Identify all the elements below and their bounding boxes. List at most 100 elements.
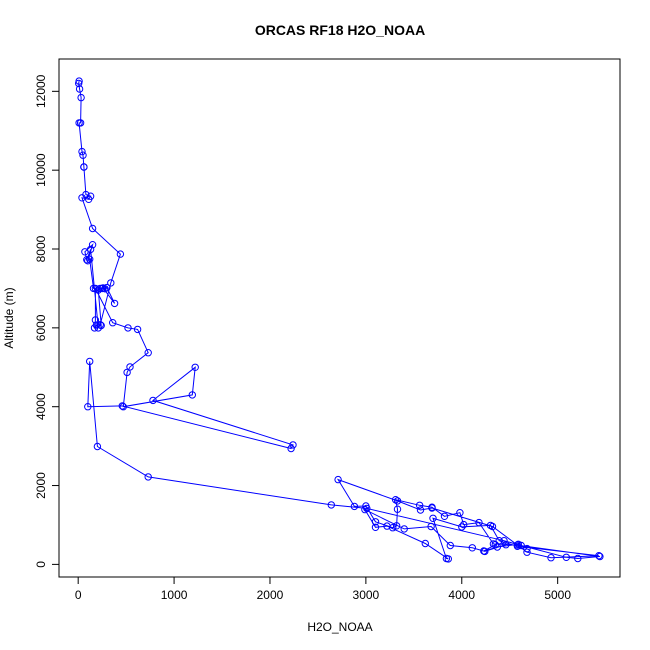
data-point bbox=[75, 79, 83, 88]
data-point bbox=[133, 325, 142, 334]
data-point bbox=[361, 505, 369, 514]
y-tick-label: 0 bbox=[34, 561, 48, 568]
x-tick-label: 4000 bbox=[448, 588, 475, 602]
data-point bbox=[523, 544, 531, 553]
data-point bbox=[334, 475, 342, 484]
data-point bbox=[116, 250, 125, 258]
data-point bbox=[400, 525, 408, 533]
data-point bbox=[81, 248, 89, 256]
data-point bbox=[84, 257, 92, 265]
data-point bbox=[124, 324, 132, 332]
data-point bbox=[502, 541, 510, 549]
data-point bbox=[514, 540, 522, 548]
data-point bbox=[480, 547, 488, 555]
data-point bbox=[383, 522, 391, 530]
x-tick-label: 2000 bbox=[257, 588, 284, 602]
data-point bbox=[110, 299, 119, 308]
data-point bbox=[84, 403, 92, 411]
data-point bbox=[468, 544, 476, 552]
series-line bbox=[78, 81, 600, 560]
data-point bbox=[500, 537, 508, 545]
x-tick-label: 3000 bbox=[353, 588, 380, 602]
x-axis-label: H2O_NOAA bbox=[307, 620, 372, 634]
data-point bbox=[83, 256, 91, 264]
data-point bbox=[416, 506, 425, 514]
data-point bbox=[523, 548, 531, 556]
data-point bbox=[188, 391, 197, 399]
data-point bbox=[149, 396, 157, 405]
data-point bbox=[421, 539, 429, 548]
data-point bbox=[393, 505, 402, 513]
data-point bbox=[371, 523, 380, 531]
data-point bbox=[456, 509, 464, 517]
data-point bbox=[86, 357, 94, 366]
y-tick-label: 8000 bbox=[34, 235, 48, 262]
data-point bbox=[91, 284, 100, 293]
data-point bbox=[126, 363, 134, 371]
data-point bbox=[595, 552, 603, 560]
data-point bbox=[109, 319, 117, 327]
y-tick-label: 4000 bbox=[34, 393, 48, 420]
data-point bbox=[428, 504, 436, 512]
data-point bbox=[80, 163, 88, 171]
data-point bbox=[493, 543, 501, 551]
data-point bbox=[97, 321, 105, 330]
y-tick-label: 6000 bbox=[34, 314, 48, 341]
y-axis: 0 2000 4000 6000 8000 10000 12000 bbox=[34, 74, 60, 568]
data-point bbox=[460, 520, 468, 529]
y-tick-label: 2000 bbox=[34, 472, 48, 499]
data-point bbox=[144, 473, 152, 481]
data-point bbox=[78, 194, 86, 202]
x-axis: 0 1000 2000 3000 4000 5000 bbox=[75, 576, 571, 602]
data-point bbox=[85, 195, 93, 204]
plot-frame bbox=[58, 58, 621, 578]
data-point bbox=[77, 93, 85, 102]
data-point bbox=[350, 502, 359, 511]
data-point bbox=[491, 541, 499, 549]
data-point bbox=[289, 441, 297, 449]
data-point bbox=[427, 522, 435, 531]
data-point bbox=[90, 324, 99, 332]
data-point bbox=[287, 444, 295, 453]
data-point bbox=[486, 521, 495, 530]
data-point bbox=[440, 512, 449, 520]
data-point bbox=[96, 284, 104, 293]
data-point bbox=[327, 501, 335, 509]
data-point bbox=[86, 255, 94, 263]
data-point bbox=[78, 147, 86, 156]
data-point bbox=[444, 555, 452, 563]
data-point bbox=[93, 442, 102, 451]
data-point bbox=[391, 496, 400, 504]
data-point bbox=[118, 402, 127, 410]
data-point bbox=[596, 552, 604, 561]
data-point bbox=[371, 518, 380, 526]
data-point bbox=[429, 514, 437, 522]
data-point bbox=[88, 224, 97, 233]
data-point bbox=[75, 119, 83, 127]
data-point bbox=[446, 541, 454, 550]
data-point bbox=[362, 502, 370, 510]
data-point bbox=[144, 349, 152, 357]
data-point bbox=[75, 85, 84, 93]
y-tick-label: 10000 bbox=[34, 153, 48, 187]
x-tick-label: 0 bbox=[75, 588, 82, 602]
data-point bbox=[415, 501, 424, 509]
data-point bbox=[475, 518, 483, 527]
data-series bbox=[75, 77, 604, 563]
y-axis-label: Altitude (m) bbox=[2, 287, 16, 348]
data-point bbox=[393, 497, 402, 505]
data-point bbox=[191, 363, 199, 371]
x-tick-label: 5000 bbox=[544, 588, 571, 602]
y-tick-label: 12000 bbox=[34, 74, 48, 108]
data-point bbox=[88, 241, 97, 249]
data-point bbox=[562, 553, 570, 561]
data-point bbox=[547, 554, 555, 562]
chart-title: ORCAS RF18 H2O_NOAA bbox=[255, 22, 425, 38]
data-point bbox=[574, 554, 582, 563]
data-point bbox=[91, 316, 100, 324]
data-point bbox=[101, 285, 109, 293]
data-point bbox=[392, 522, 401, 530]
data-point bbox=[119, 403, 128, 411]
data-point bbox=[79, 151, 87, 159]
